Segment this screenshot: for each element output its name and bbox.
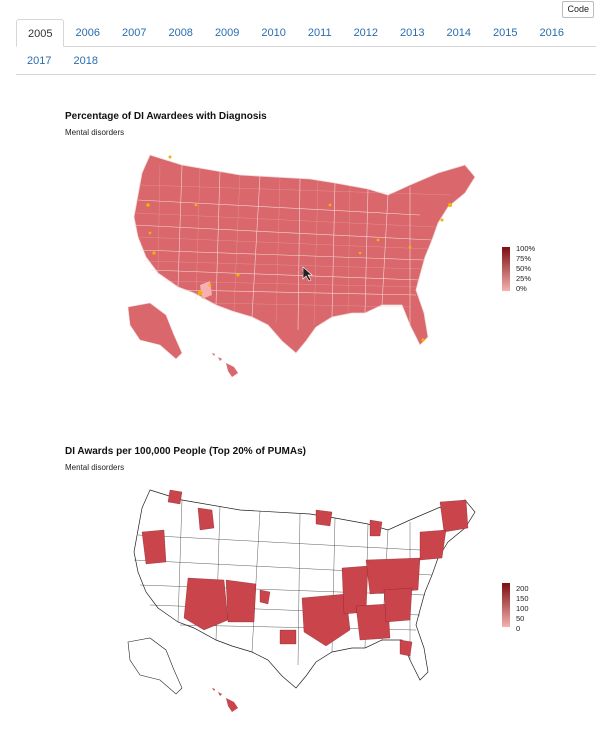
map2-legend-bar [502, 583, 510, 627]
tab-2007[interactable]: 2007 [121, 26, 147, 39]
tab-2005[interactable]: 2005 [16, 18, 65, 47]
cursor-icon [302, 266, 313, 282]
tab-2013[interactable]: 2013 [400, 26, 425, 39]
map1-legend-label: 50% [516, 264, 532, 273]
map1-us-choropleth[interactable] [120, 145, 490, 385]
map2-subtitle: Mental disorders [65, 463, 125, 472]
map2-legend-label: 100 [516, 604, 529, 613]
tab-2010[interactable]: 2010 [261, 26, 286, 39]
map2-top-pumas [141, 489, 469, 657]
tab-2009[interactable]: 2009 [214, 26, 240, 39]
tab-2011[interactable]: 2011 [307, 26, 332, 39]
map1-conus [133, 154, 476, 354]
map1-highlight-cities [146, 155, 452, 342]
map1-subtitle: Mental disorders [65, 128, 125, 137]
map1-hawaii [226, 363, 238, 377]
map2-legend-label: 50 [516, 614, 525, 623]
map2-hawaii [226, 698, 238, 712]
map1-alaska [127, 302, 183, 360]
tab-2016[interactable]: 2016 [539, 26, 564, 39]
map2-legend-label: 0 [516, 624, 521, 633]
tab-2012[interactable]: 2012 [353, 26, 379, 39]
tab-2014[interactable]: 2014 [446, 26, 472, 39]
map2-title: DI Awards per 100,000 People (Top 20% of… [65, 446, 306, 457]
year-tabs: 2005 2006 2007 2008 2009 2010 2011 2012 2013 2014… [16, 18, 596, 75]
map2-legend-label: 200 [516, 584, 529, 593]
map1-legend-label: 0% [516, 284, 527, 293]
map1-legend-label: 75% [516, 254, 532, 263]
year-tabs-row-1: 2005 2006 2007 2008 2009 2010 2011 2012 2013 2014… [16, 18, 596, 47]
map1-legend-label: 100% [516, 244, 536, 253]
year-tabs-row-2: 2017 2018 [16, 47, 596, 75]
map1-legend-label: 25% [516, 274, 532, 283]
tab-2008[interactable]: 2008 [168, 26, 193, 39]
tab-2006[interactable]: 2006 [75, 26, 100, 39]
code-button[interactable]: Code [562, 1, 594, 18]
map2-alaska [127, 637, 183, 695]
map2-conus [133, 489, 476, 689]
map1-legend-bar [502, 247, 510, 291]
tab-2017[interactable]: 2017 [27, 54, 52, 67]
tab-2018[interactable]: 2018 [73, 54, 98, 67]
tab-2015[interactable]: 2015 [493, 26, 518, 39]
map2-us-choropleth[interactable] [120, 480, 490, 720]
map2-legend-label: 150 [516, 594, 529, 603]
map1-title: Percentage of DI Awardees with Diagnosis [65, 111, 267, 122]
